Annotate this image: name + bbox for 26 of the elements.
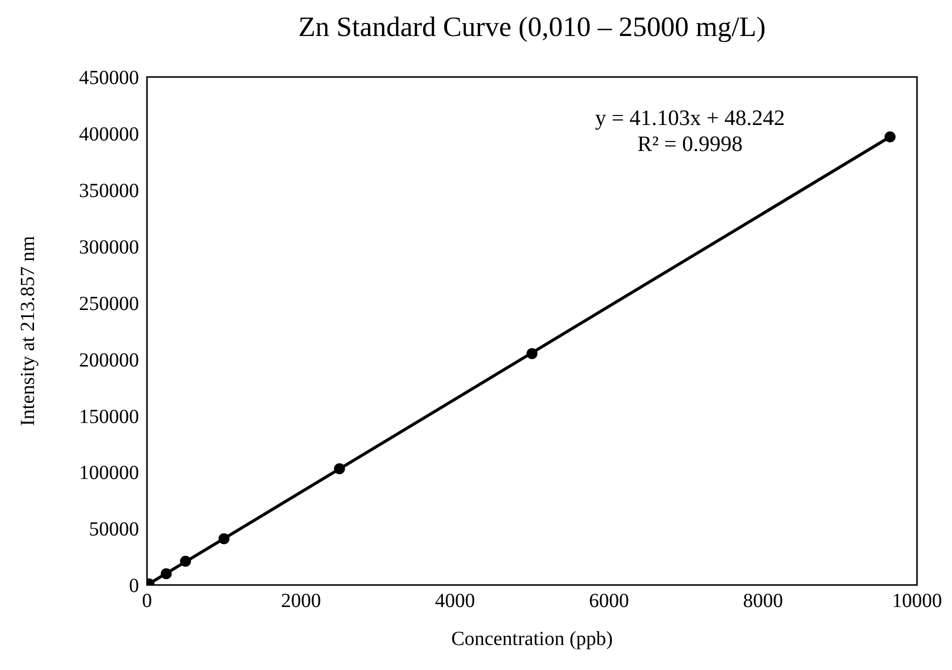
chart-title: Zn Standard Curve (0,010 – 25000 mg/L) bbox=[297, 12, 767, 44]
y-tick-label: 350000 bbox=[79, 180, 139, 202]
x-tick-label: 8000 bbox=[743, 590, 783, 612]
annotation: y = 41.103x + 48.242 bbox=[594, 105, 786, 131]
y-tick-label: 0 bbox=[129, 575, 139, 598]
x-tick-label: 2000 bbox=[281, 590, 321, 612]
point bbox=[526, 348, 538, 360]
point bbox=[180, 556, 191, 567]
y-tick-label: 400000 bbox=[79, 124, 139, 146]
x-tick-label: 10000 bbox=[892, 590, 942, 612]
point bbox=[160, 568, 172, 580]
point bbox=[334, 463, 345, 474]
y-tick-label: 100000 bbox=[79, 462, 139, 484]
y-tick-label: 150000 bbox=[79, 406, 139, 428]
point bbox=[884, 131, 896, 142]
y-tick-label: 250000 bbox=[79, 292, 139, 315]
y-tick-label: 50000 bbox=[89, 518, 139, 541]
point bbox=[218, 533, 230, 544]
y-axis-title: Intensity at 213.857 nm bbox=[17, 236, 40, 426]
y-tick-label: 450000 bbox=[79, 67, 139, 90]
x-axis-title: Concentration (ppb) bbox=[451, 628, 613, 650]
y-tick-label: 300000 bbox=[79, 236, 139, 258]
x-tick-label: 4000 bbox=[435, 590, 475, 612]
annotation: R² = 0.9998 bbox=[636, 131, 744, 157]
x-tick-label: 6000 bbox=[589, 590, 629, 612]
y-tick-label: 200000 bbox=[79, 349, 139, 372]
